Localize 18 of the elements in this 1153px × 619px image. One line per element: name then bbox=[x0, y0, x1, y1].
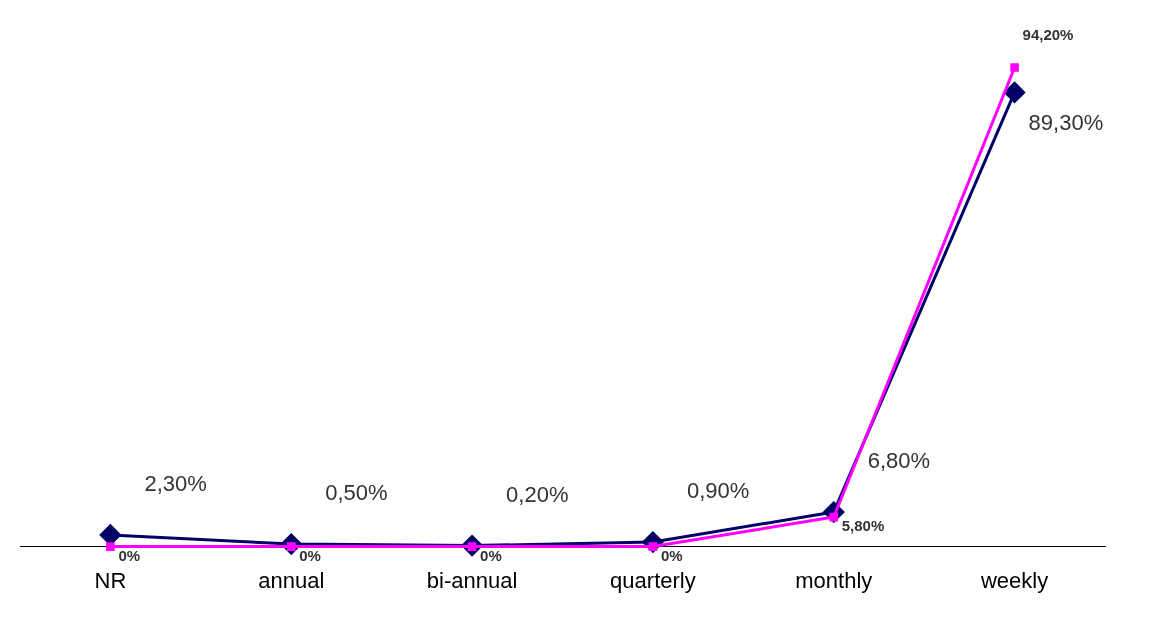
x-tick-label: annual bbox=[258, 567, 325, 593]
data-label: 0,50% bbox=[325, 480, 388, 506]
x-tick-label: quarterly bbox=[610, 567, 696, 593]
data-label: 89,30% bbox=[1028, 110, 1104, 136]
data-label: 94,20% bbox=[1022, 25, 1074, 43]
data-label: 6,80% bbox=[867, 448, 931, 474]
x-tick-label: bi-annual bbox=[426, 567, 518, 593]
x-tick-label: NR bbox=[94, 567, 127, 593]
data-label: 0% bbox=[118, 546, 141, 564]
data-label: 0,90% bbox=[686, 478, 750, 504]
data-label: 2,30% bbox=[144, 470, 207, 496]
data-label: 0% bbox=[660, 546, 683, 564]
data-label: 0% bbox=[299, 546, 321, 564]
data-label: 0% bbox=[480, 546, 502, 564]
data-label: 5,80% bbox=[841, 517, 885, 535]
x-tick-label: weekly bbox=[979, 567, 1049, 593]
x-tick-label: monthly bbox=[795, 567, 873, 593]
data-label: 0,20% bbox=[506, 481, 569, 507]
